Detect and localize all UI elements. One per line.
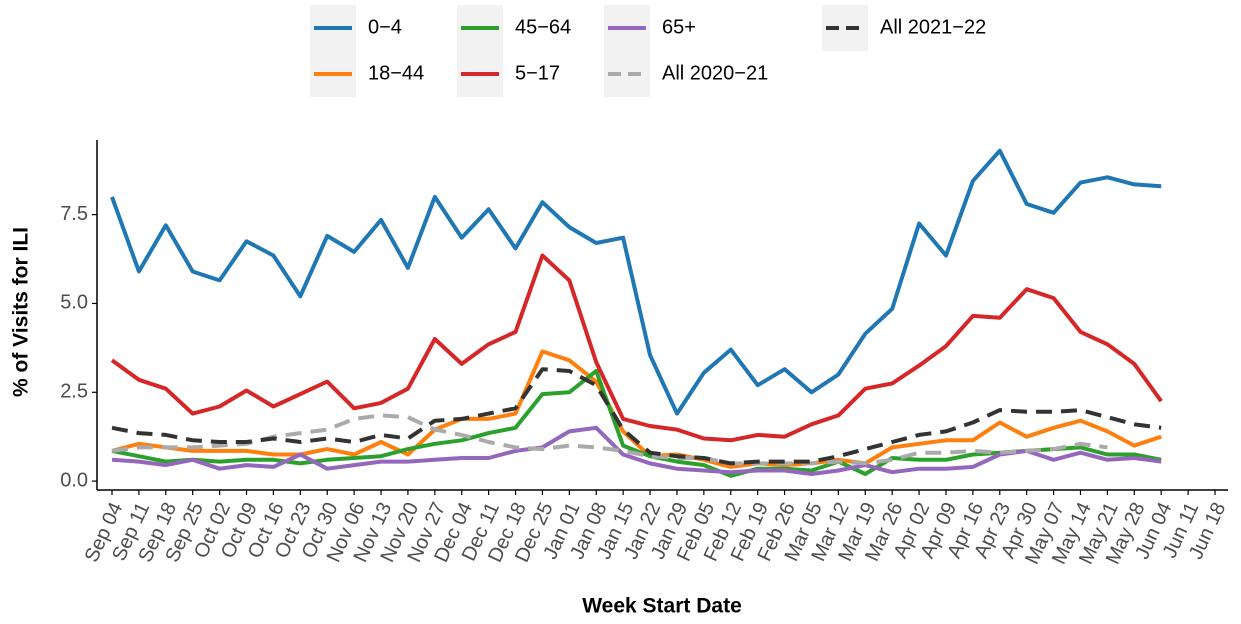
series-line bbox=[110, 253, 1163, 443]
legend-label: All 2020−21 bbox=[662, 62, 768, 84]
y-tick-label: 2.5 bbox=[60, 381, 88, 403]
y-tick-label: 5.0 bbox=[60, 292, 88, 314]
series-line bbox=[111, 425, 1162, 476]
legend-label: All 2021−22 bbox=[880, 16, 986, 38]
legend-label: 65+ bbox=[662, 16, 696, 38]
series-line bbox=[111, 413, 1108, 466]
series-line bbox=[111, 367, 1162, 466]
y-tick-label: 7.5 bbox=[60, 203, 88, 225]
legend-label: 5−17 bbox=[515, 62, 560, 84]
legend-label: 45−64 bbox=[515, 16, 571, 38]
legend-label: 0−4 bbox=[368, 16, 402, 38]
y-axis-title: % of Visits for ILI bbox=[10, 227, 33, 397]
series-line bbox=[110, 148, 1162, 416]
y-tick-label: 0.0 bbox=[60, 469, 88, 491]
series-line bbox=[111, 349, 1162, 469]
x-axis-title: Week Start Date bbox=[582, 595, 742, 618]
legend-label: 18−44 bbox=[368, 62, 424, 84]
